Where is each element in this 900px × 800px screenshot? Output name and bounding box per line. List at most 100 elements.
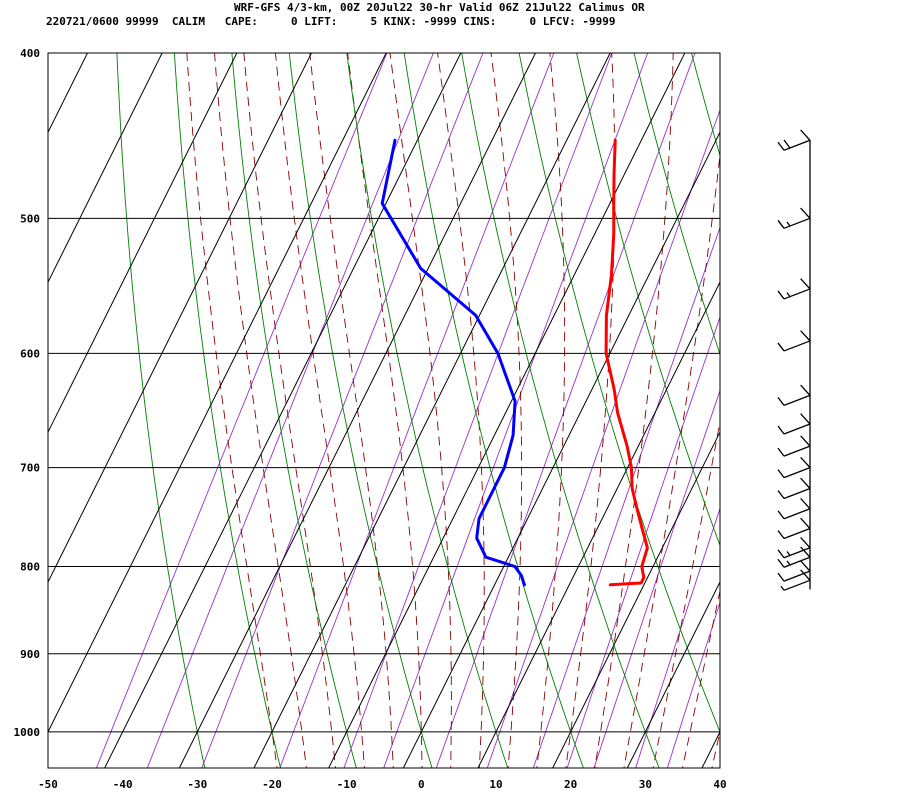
wind-barb-flag xyxy=(777,425,785,435)
wind-barb-staff xyxy=(800,207,811,219)
wind-barb xyxy=(777,413,811,435)
isotherm-line xyxy=(552,430,720,768)
pressure-tick-label: 1000 xyxy=(14,726,41,739)
dry-adiabat-line xyxy=(173,53,282,768)
wind-barb-shaft xyxy=(783,570,811,582)
wind-barb-flag xyxy=(777,290,785,300)
wind-barb-shaft xyxy=(783,217,811,229)
temperature-tick-label: -30 xyxy=(187,778,207,791)
wind-barb xyxy=(777,129,811,151)
sounding-profiles xyxy=(380,138,649,587)
wind-barb-staff xyxy=(800,384,811,396)
isotherm-line xyxy=(701,730,720,768)
mixing-ratio-lines xyxy=(95,53,720,768)
wind-barb-half-flag xyxy=(786,560,791,566)
wind-barb-shaft xyxy=(783,139,811,151)
temperature-tick-label: -50 xyxy=(38,778,58,791)
wind-barb xyxy=(777,498,811,520)
wind-barb-staff xyxy=(800,477,811,489)
wind-barb xyxy=(777,537,811,559)
wind-barb-flag xyxy=(777,530,785,539)
isotherm-line xyxy=(48,53,163,284)
temperature-tick-label: -10 xyxy=(337,778,357,791)
dry-adiabat-line xyxy=(801,34,900,775)
wind-barb-shaft xyxy=(783,466,811,479)
wind-barb-staff xyxy=(800,413,811,425)
moist-adiabat-line xyxy=(214,53,307,768)
moist-adiabat-line xyxy=(309,53,394,768)
isotherm-line xyxy=(477,281,720,768)
wind-barb-column xyxy=(777,129,811,591)
wind-barb-staff xyxy=(800,569,811,581)
isotherm-line xyxy=(178,53,537,768)
pressure-tick-label: 500 xyxy=(20,212,40,225)
pressure-tick-label: 900 xyxy=(20,648,40,661)
wind-barb-half-flag xyxy=(780,585,785,591)
moist-adiabat-line xyxy=(243,53,336,768)
isotherm-line xyxy=(104,53,462,768)
wind-barb-shaft xyxy=(783,288,811,300)
moist-adiabat-line xyxy=(437,53,485,768)
wind-barb-shaft xyxy=(783,579,811,591)
chart-title: WRF-GFS 4/3-km, 00Z 20Jul22 30-hr Valid … xyxy=(234,1,645,14)
wind-barb-flag xyxy=(777,572,785,582)
wind-barb-staff xyxy=(800,330,811,342)
mixing-ratio-line xyxy=(201,53,484,768)
moist-adiabat-line xyxy=(711,729,720,768)
dry-adiabat-line xyxy=(288,53,433,768)
mixing-ratio-line xyxy=(343,53,613,768)
dry-adiabat-line xyxy=(231,53,357,768)
wind-barb-staff xyxy=(800,546,811,558)
wind-barb-flag xyxy=(783,139,791,149)
wind-barb-half-flag xyxy=(786,221,791,227)
wind-barb-shaft xyxy=(783,527,811,540)
wind-barb-shaft xyxy=(783,423,811,435)
wind-barb-flag xyxy=(777,558,785,568)
wind-barb-staff xyxy=(800,537,811,549)
sounding-stats: 220721/0600 99999 CALIM CAPE: 0 LIFT: 5 … xyxy=(46,15,616,28)
wind-barb-shaft xyxy=(783,445,811,457)
dry-adiabat-line xyxy=(633,53,720,356)
isotherm-line xyxy=(48,53,238,434)
wind-barb-shaft xyxy=(783,508,811,520)
mixing-ratio-line xyxy=(593,389,720,768)
dry-adiabat-line xyxy=(744,34,900,775)
isotherm-grid xyxy=(48,53,720,768)
temperature-tick-label: 10 xyxy=(489,778,502,791)
moist-adiabat-line xyxy=(652,419,720,768)
wind-barb-flag xyxy=(777,510,785,520)
wind-barb xyxy=(777,456,811,479)
isotherm-line xyxy=(626,580,720,768)
wind-barb xyxy=(777,384,811,407)
isotherm-line xyxy=(48,53,313,584)
moist-adiabat-line xyxy=(186,53,278,768)
mixing-ratio-line xyxy=(95,53,388,768)
dry-adiabat-line xyxy=(346,53,509,768)
pressure-tick-label: 400 xyxy=(20,47,40,60)
plot-frame xyxy=(47,52,721,769)
mixing-ratio-line xyxy=(532,226,720,768)
wind-barb xyxy=(777,435,811,457)
temperature-tick-label: 0 xyxy=(418,778,425,791)
moist-adiabats xyxy=(186,53,720,768)
moist-adiabat-line xyxy=(490,53,523,768)
wind-barb xyxy=(777,517,811,540)
pressure-tick-label: 700 xyxy=(20,462,40,475)
isotherm-line xyxy=(402,131,720,768)
wind-barb-staff xyxy=(800,517,811,529)
wind-barb xyxy=(777,278,811,300)
wind-barb xyxy=(780,569,811,591)
dry-adiabat-line xyxy=(691,53,720,158)
wind-barb-shaft xyxy=(783,547,811,559)
wind-barb-flag xyxy=(777,469,785,478)
mixing-ratio-line xyxy=(566,315,720,768)
dewpoint-profile xyxy=(380,138,526,587)
wind-barb-staff xyxy=(800,435,811,447)
wind-barb-flag xyxy=(777,490,785,499)
wind-barb-flag xyxy=(777,549,785,559)
isotherm-line xyxy=(48,53,89,134)
moist-adiabat-line xyxy=(347,53,423,768)
dry-adiabat-line xyxy=(858,34,900,775)
temperature-tick-label: 20 xyxy=(564,778,577,791)
